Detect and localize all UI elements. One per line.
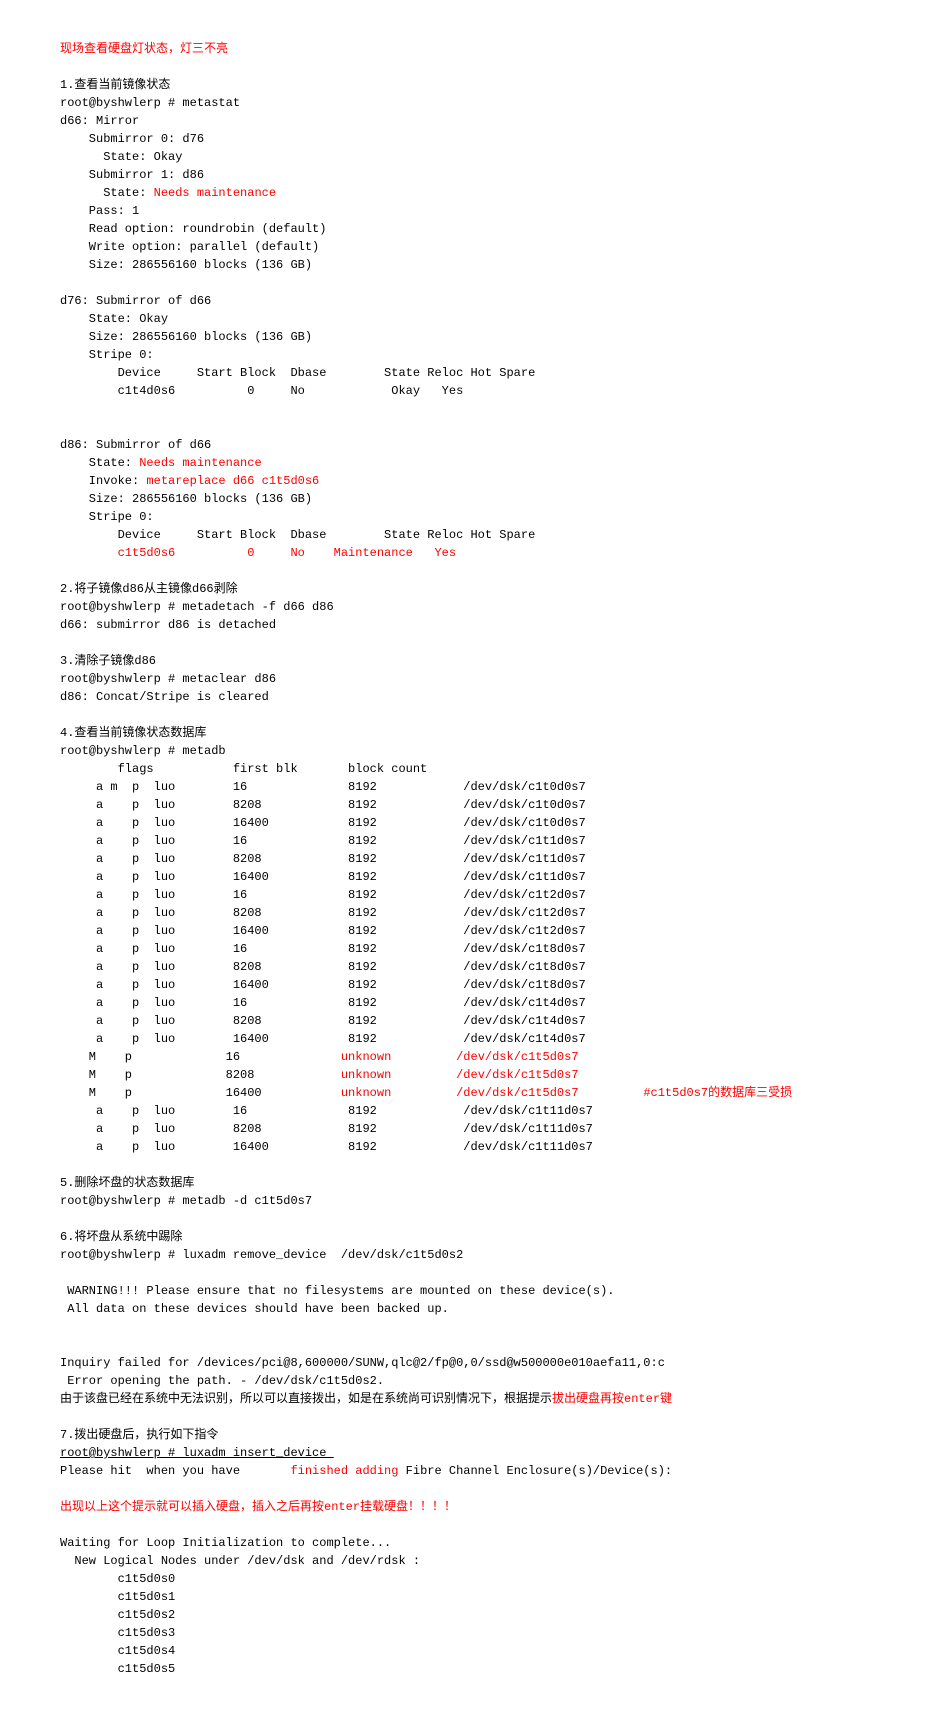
- s4-title: 4.查看当前镜像状态数据库: [60, 726, 206, 740]
- s1-sub1-state-val: Needs maintenance: [154, 186, 276, 200]
- s7-newln: New Logical Nodes under /dev/dsk and /de…: [60, 1554, 420, 1568]
- s1-d86-state-label: State:: [60, 456, 139, 470]
- s1-d66: d66: Mirror: [60, 114, 139, 128]
- s4-cmd: root@byshwlerp # metadb: [60, 744, 226, 758]
- s7-cmd: root@byshwlerp # luxadm insert_device: [60, 1446, 334, 1460]
- s1-d76-state: State: Okay: [60, 312, 168, 326]
- s1-sub1-state-label: State:: [60, 186, 154, 200]
- s6-err: Error opening the path. - /dev/dsk/c1t5d…: [60, 1374, 384, 1388]
- s5-cmd: root@byshwlerp # metadb -d c1t5d0s7: [60, 1194, 312, 1208]
- s7-nodes: c1t5d0s0 c1t5d0s1 c1t5d0s2 c1t5d0s3 c1t5…: [60, 1572, 175, 1676]
- s2-cmd: root@byshwlerp # metadetach -f d66 d86: [60, 600, 334, 614]
- s6-inq: Inquiry failed for /devices/pci@8,600000…: [60, 1356, 665, 1370]
- s7-hit-b: finished adding: [290, 1464, 398, 1478]
- s6-note-a: 由于该盘已经在系统中无法识别，所以可以直接拨出，如是在系统尚可识别情况下，根据提…: [60, 1392, 552, 1406]
- s3-out: d86: Concat/Stripe is cleared: [60, 690, 269, 704]
- s2-out: d66: submirror d86 is detached: [60, 618, 276, 632]
- s1-d86-size: Size: 286556160 blocks (136 GB): [60, 492, 312, 506]
- s7-hit-a: Please hit when you have: [60, 1464, 290, 1478]
- metadb-rows-red: M p 16 unknown /dev/dsk/c1t5d0s7 M p 820…: [60, 1050, 792, 1100]
- s6-note-b: 拔出硬盘再按enter键: [552, 1392, 672, 1406]
- header-warning: 现场查看硬盘灯状态，灯三不亮: [60, 42, 228, 56]
- s1-d86-invoke-val: metareplace d66 c1t5d0s6: [146, 474, 319, 488]
- s1-d86-invoke-label: Invoke:: [60, 474, 146, 488]
- s1-d76-size: Size: 286556160 blocks (136 GB): [60, 330, 312, 344]
- s1-sub1: Submirror 1: d86: [60, 168, 204, 182]
- s6-cmd: root@byshwlerp # luxadm remove_device /d…: [60, 1248, 463, 1262]
- s4-hdr: flags first blk block count: [60, 762, 427, 776]
- s6-warn1: WARNING!!! Please ensure that no filesys…: [60, 1284, 615, 1298]
- s1-d86-row-b: c1t5d0s6 0 No Maintenance Yes: [118, 546, 456, 560]
- s1-d86-row-a: [60, 546, 118, 560]
- metadb-rows-normal: a m p luo 16 8192 /dev/dsk/c1t0d0s7 a p …: [60, 780, 586, 1046]
- s7-wait: Waiting for Loop Initialization to compl…: [60, 1536, 391, 1550]
- s6-warn2: All data on these devices should have be…: [60, 1302, 449, 1316]
- s1-d86-stripe: Stripe 0:: [60, 510, 154, 524]
- s7-title: 7.拨出硬盘后，执行如下指令: [60, 1428, 218, 1442]
- s1-cmd: root@byshwlerp # metastat: [60, 96, 240, 110]
- s2-title: 2.将子镜像d86从主镜像d66剥除: [60, 582, 238, 596]
- s7-hit-c: Fibre Channel Enclosure(s)/Device(s):: [398, 1464, 672, 1478]
- s1-d76-devhdr: Device Start Block Dbase State Reloc Hot…: [60, 366, 535, 380]
- s3-cmd: root@byshwlerp # metaclear d86: [60, 672, 276, 686]
- s1-d86: d86: Submirror of d66: [60, 438, 211, 452]
- s1-d86-devhdr: Device Start Block Dbase State Reloc Hot…: [60, 528, 535, 542]
- s1-d76-stripe: Stripe 0:: [60, 348, 154, 362]
- s1-pass: Pass: 1: [60, 204, 139, 218]
- s1-title: 1.查看当前镜像状态: [60, 78, 170, 92]
- s1-sub0: Submirror 0: d76: [60, 132, 204, 146]
- document-body: 现场查看硬盘灯状态，灯三不亮 1.查看当前镜像状态 root@byshwlerp…: [60, 40, 885, 1678]
- s3-title: 3.清除子镜像d86: [60, 654, 156, 668]
- s1-d76: d76: Submirror of d66: [60, 294, 211, 308]
- s1-read: Read option: roundrobin (default): [60, 222, 326, 236]
- s1-d76-devrow: c1t4d0s6 0 No Okay Yes: [60, 384, 463, 398]
- s1-size: Size: 286556160 blocks (136 GB): [60, 258, 312, 272]
- metadb-rows-after: a p luo 16 8192 /dev/dsk/c1t11d0s7 a p l…: [60, 1104, 593, 1154]
- s7-tip: 出现以上这个提示就可以插入硬盘，插入之后再按enter挂载硬盘！！！！: [60, 1500, 456, 1514]
- s1-sub0-state: State: Okay: [60, 150, 182, 164]
- s1-d86-state-val: Needs maintenance: [139, 456, 261, 470]
- s6-title: 6.将坏盘从系统中踢除: [60, 1230, 182, 1244]
- s1-write: Write option: parallel (default): [60, 240, 319, 254]
- s5-title: 5.删除坏盘的状态数据库: [60, 1176, 194, 1190]
